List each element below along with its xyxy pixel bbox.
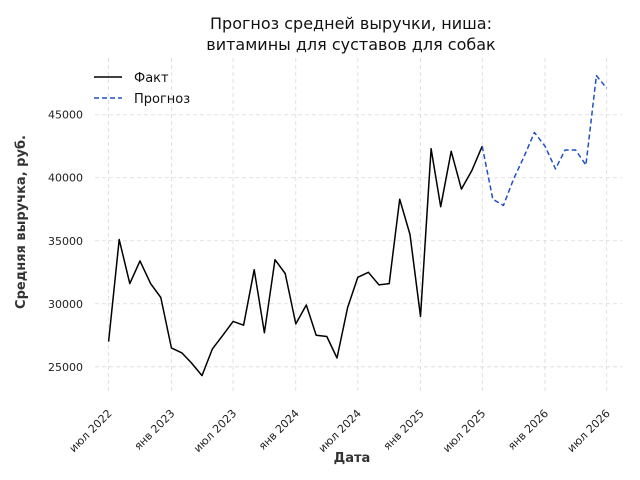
y-tick-label: 45000 xyxy=(48,109,83,122)
chart-title-line: витамины для суставов для собак xyxy=(206,35,496,54)
y-axis-label: Средняя выручка, руб. xyxy=(14,135,29,309)
y-axis-ticks: 25000 30000 35000 40000 45000 xyxy=(48,109,83,374)
y-tick-label: 25000 xyxy=(48,361,83,374)
x-axis-label: Дата xyxy=(334,451,371,466)
y-tick-label: 30000 xyxy=(48,298,83,311)
grid xyxy=(95,58,622,392)
legend-label: Факт xyxy=(134,71,169,86)
legend: Факт Прогноз xyxy=(94,71,190,107)
y-tick-label: 35000 xyxy=(48,235,83,248)
series-line-actual xyxy=(107,145,483,377)
chart-title: Прогноз средней выручки, ниша: витамины д… xyxy=(206,14,496,54)
series-layer xyxy=(107,74,608,377)
series-line-forecast xyxy=(481,74,608,207)
y-tick-label: 40000 xyxy=(48,172,83,185)
legend-label: Прогноз xyxy=(134,92,190,107)
chart-title-line: Прогноз средней выручки, ниша: xyxy=(210,14,492,33)
